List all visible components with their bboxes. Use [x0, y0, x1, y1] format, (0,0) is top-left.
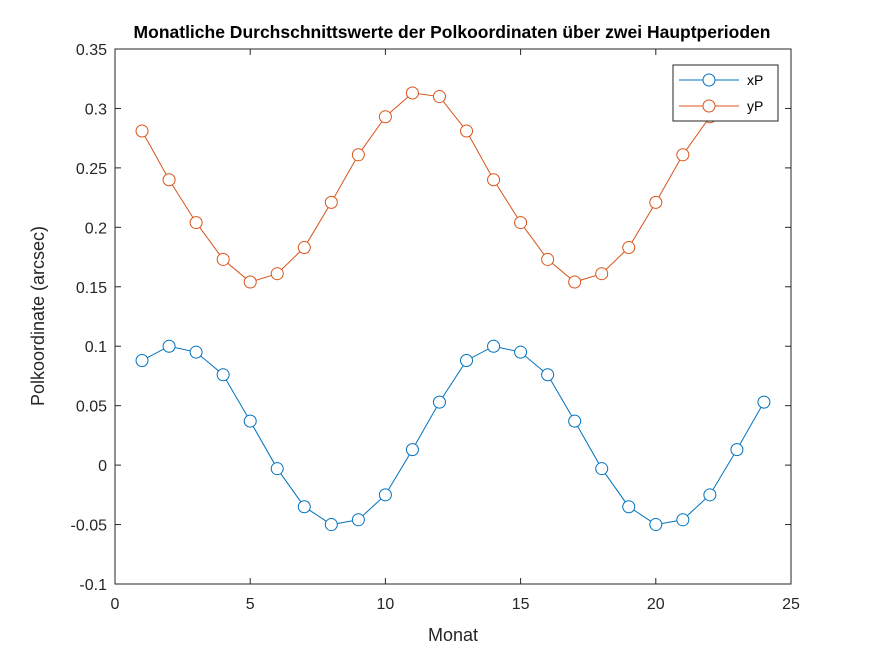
data-point [324, 195, 338, 209]
data-point [351, 513, 365, 527]
data-point [649, 195, 663, 209]
data-point [595, 267, 609, 281]
y-tick-label: 0.35 [76, 42, 107, 59]
data-point [487, 173, 501, 187]
data-point [297, 500, 311, 514]
legend-box [672, 64, 779, 122]
data-point [568, 414, 582, 428]
data-point [541, 368, 555, 382]
legend-label-xp: xP [747, 72, 763, 88]
data-point [378, 488, 392, 502]
data-point [432, 90, 446, 104]
y-tick-label: 0 [98, 458, 107, 475]
data-point [649, 518, 663, 532]
data-point [216, 252, 230, 266]
data-point [757, 395, 771, 409]
data-point [405, 86, 419, 100]
plot-area [114, 48, 792, 585]
x-tick-label: 0 [111, 596, 120, 613]
data-point [189, 345, 203, 359]
data-point [270, 267, 284, 281]
data-point [541, 252, 555, 266]
axis-ticks: 0 5 10 15 20 25 -0.1 -0.05 0 0.05 0.1 0.15 0.2 0.25 0.… [71, 42, 800, 613]
data-point [135, 124, 149, 138]
y-tick-label: -0.05 [71, 518, 108, 535]
data-point [162, 339, 176, 353]
data-point [703, 488, 717, 502]
data-point [324, 518, 338, 532]
data-point [243, 414, 257, 428]
data-point [622, 500, 636, 514]
data-point [378, 110, 392, 124]
y-tick-label: -0.1 [79, 577, 107, 594]
x-tick-label: 15 [512, 596, 530, 613]
x-tick-label: 10 [377, 596, 395, 613]
series-yp [135, 86, 771, 289]
legend-marker-xp [702, 73, 716, 87]
x-tick-label: 20 [647, 596, 665, 613]
data-point [730, 443, 744, 457]
data-point [595, 462, 609, 476]
data-point [243, 275, 257, 289]
data-point [270, 462, 284, 476]
legend-marker-yp [702, 99, 716, 113]
y-tick-label: 0.25 [76, 161, 107, 178]
x-tick-label: 5 [246, 596, 255, 613]
data-point [460, 353, 474, 367]
x-axis-label: Monat [428, 625, 478, 645]
y-tick-label: 0.2 [85, 220, 107, 237]
data-point [189, 216, 203, 230]
data-point [676, 513, 690, 527]
x-tick-label: 25 [782, 596, 800, 613]
data-point [297, 241, 311, 255]
data-point [487, 339, 501, 353]
data-point [514, 345, 528, 359]
legend: xP yP [672, 64, 779, 122]
y-tick-label: 0.1 [85, 339, 107, 356]
data-point [514, 216, 528, 230]
data-point [405, 443, 419, 457]
legend-label-yp: yP [747, 98, 763, 114]
series-group [135, 86, 771, 532]
data-point [676, 148, 690, 162]
chart-title: Monatliche Durchschnittswerte der Polkoo… [134, 22, 771, 42]
data-point [135, 353, 149, 367]
y-tick-label: 0.3 [85, 101, 107, 118]
data-point [432, 395, 446, 409]
data-point [622, 241, 636, 255]
data-point [162, 173, 176, 187]
data-point [351, 148, 365, 162]
y-tick-label: 0.05 [76, 399, 107, 416]
data-point [460, 124, 474, 138]
data-point [568, 275, 582, 289]
series-xp [135, 339, 771, 532]
y-axis-label: Polkoordinate (arcsec) [28, 226, 48, 406]
y-tick-label: 0.15 [76, 280, 107, 297]
data-point [216, 368, 230, 382]
